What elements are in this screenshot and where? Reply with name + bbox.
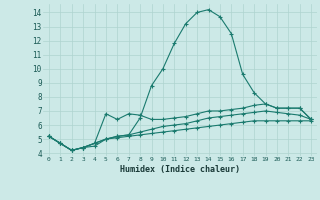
X-axis label: Humidex (Indice chaleur): Humidex (Indice chaleur): [120, 165, 240, 174]
